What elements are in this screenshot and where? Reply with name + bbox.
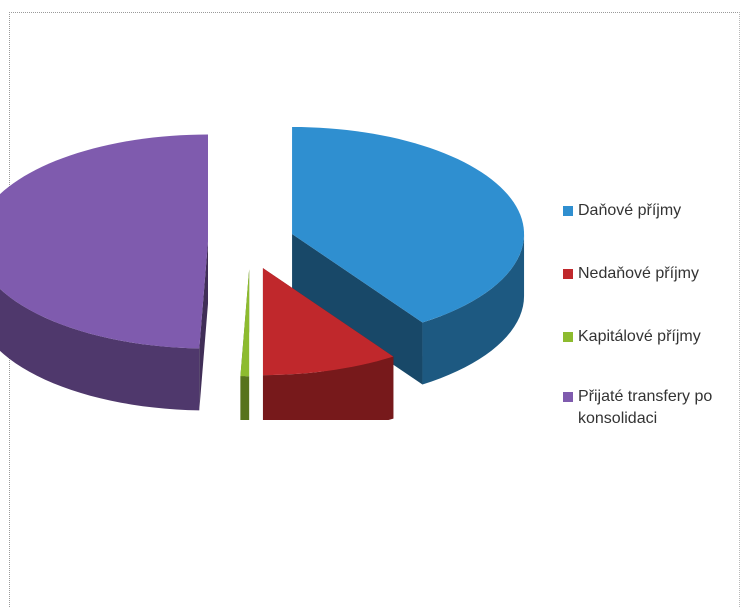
pie-slice-top — [0, 134, 209, 349]
pie-slice-side — [262, 356, 394, 420]
legend-label-danove-prijmy: Daňové příjmy — [578, 202, 682, 219]
pie-chart — [0, 126, 525, 420]
pie-slice-3 — [0, 134, 209, 411]
legend-item-nedanove-prijmy: Nedaňové příjmy — [563, 263, 699, 285]
legend-swatch-danove-prijmy — [563, 206, 573, 216]
pie-slice-top — [240, 269, 250, 377]
legend-label-nedanove-prijmy: Nedaňové příjmy — [578, 265, 699, 282]
pie-slice-side — [0, 288, 200, 411]
legend-label-kapitalove-prijmy: Kapitálové příjmy — [578, 328, 701, 345]
legend-swatch-nedanove-prijmy — [563, 269, 573, 279]
legend-item-kapitalove-prijmy: Kapitálové příjmy — [563, 326, 701, 348]
legend-swatch-prijate-transfery — [563, 392, 573, 402]
legend-item-danove-prijmy: Daňové příjmy — [563, 200, 681, 222]
pie-slice-side — [240, 376, 250, 420]
pie-slice-top — [262, 268, 394, 376]
legend-swatch-kapitalove-prijmy — [563, 332, 573, 342]
pie-slice-cut-face — [199, 241, 209, 411]
legend-item-prijate-transfery: Přijaté transfery po konsolidaci — [563, 386, 743, 430]
pie-slice-1 — [262, 268, 394, 420]
pie-slice-2 — [240, 269, 250, 420]
pie-slice-top — [292, 126, 525, 323]
legend-label-prijate-transfery: Přijaté transfery po konsolidaci — [578, 388, 713, 427]
pie-slice-cut-face — [292, 233, 423, 385]
pie-slice-0 — [292, 126, 525, 385]
pie-slice-side — [422, 233, 525, 385]
